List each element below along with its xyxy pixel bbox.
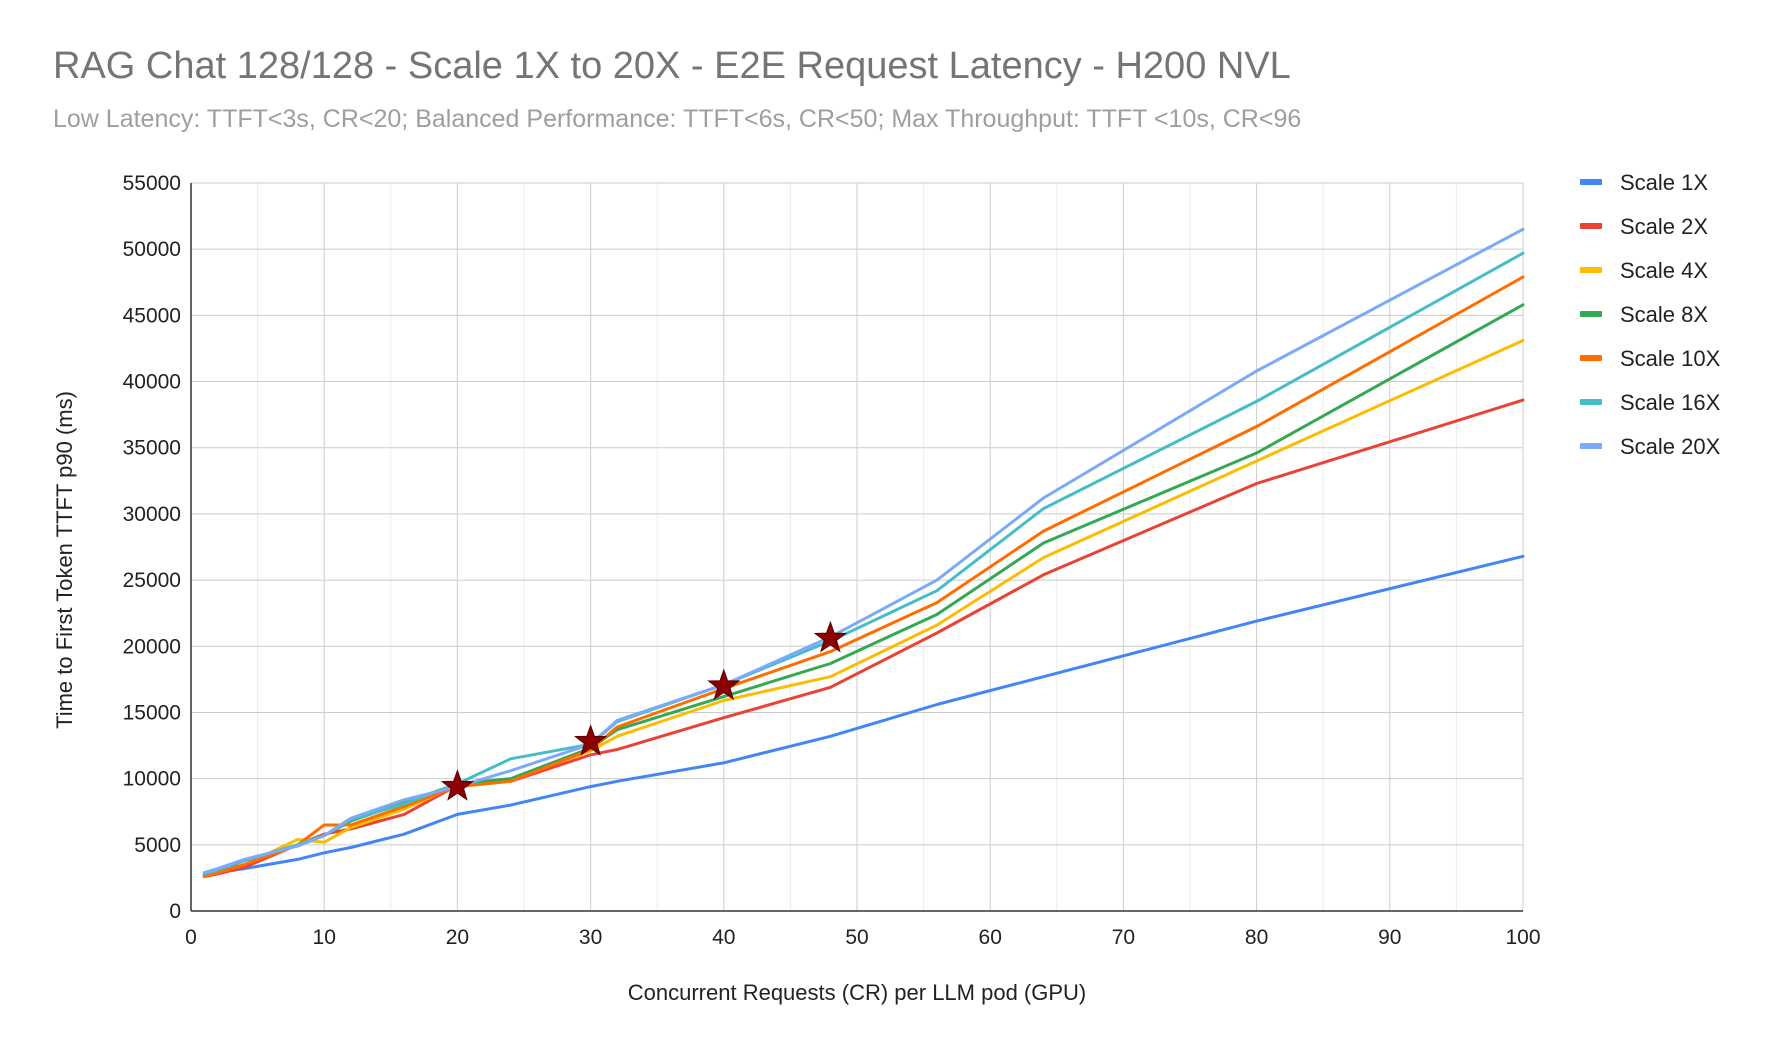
y-axis-label: Time to First Token TTFT p90 (ms) [52,391,77,729]
y-tick-label: 5000 [134,834,181,857]
y-tick-label: 10000 [123,768,181,791]
x-axis-label: Concurrent Requests (CR) per LLM pod (GP… [628,980,1087,1005]
legend: Scale 1X Scale 2X Scale 4X Scale 8X Scale 10… [1580,170,1721,459]
legend-label: Scale 1X [1620,170,1708,195]
series-line-scale-16x [202,251,1525,876]
legend-swatch [1580,443,1602,449]
x-tick-label: 0 [185,926,197,949]
star-marker [573,724,608,756]
minor-gridlines [257,183,1457,911]
star-marker [440,769,475,801]
chart-subtitle: Low Latency: TTFT<3s, CR<20; Balanced Pe… [53,105,1302,133]
legend-label: Scale 4X [1620,258,1708,283]
x-tick-label: 40 [712,926,735,949]
tick-labels: 0 10 20 30 40 50 60 70 80 90 100 0 5000 10000 15000 200… [123,172,1541,949]
legend-swatch [1580,179,1602,185]
y-tick-label: 40000 [123,371,181,394]
legend-swatch [1580,355,1602,361]
y-tick-label: 50000 [123,238,181,261]
series-line-scale-1x [202,554,1525,877]
major-gridlines [191,182,1524,911]
chart-title: RAG Chat 128/128 - Scale 1X to 20X - E2E… [53,45,1291,87]
star-markers [440,620,848,801]
series-line-scale-4x [202,339,1525,879]
x-tick-label: 20 [446,926,469,949]
legend-swatch [1580,267,1602,273]
x-tick-label: 10 [313,926,336,949]
x-tick-label: 80 [1245,926,1268,949]
y-tick-label: 55000 [123,172,181,195]
series-line-scale-8x [202,303,1525,877]
y-tick-label: 15000 [123,701,181,724]
star-marker [707,668,741,701]
legend-label: Scale 8X [1620,302,1708,327]
y-tick-label: 45000 [123,304,181,327]
y-tick-label: 30000 [123,503,181,526]
y-tick-label: 0 [169,900,181,923]
legend-label: Scale 16X [1620,390,1721,415]
series-line-scale-10x [202,275,1525,879]
legend-label: Scale 10X [1620,346,1721,371]
x-tick-label: 60 [979,926,1002,949]
legend-swatch [1580,223,1602,229]
legend-label: Scale 20X [1620,434,1721,459]
axes [190,183,1523,912]
star-marker [813,620,848,653]
x-tick-label: 100 [1505,926,1540,949]
series-lines [202,227,1525,879]
y-tick-label: 25000 [123,569,181,592]
x-tick-label: 90 [1378,926,1401,949]
y-tick-label: 20000 [123,635,181,658]
legend-swatch [1580,311,1602,317]
y-tick-label: 35000 [123,437,181,460]
legend-label: Scale 2X [1620,214,1708,239]
legend-swatch [1580,399,1602,405]
x-tick-label: 50 [845,926,868,949]
x-tick-label: 30 [579,926,602,949]
series-line-scale-20x [202,227,1525,875]
x-tick-label: 70 [1112,926,1135,949]
